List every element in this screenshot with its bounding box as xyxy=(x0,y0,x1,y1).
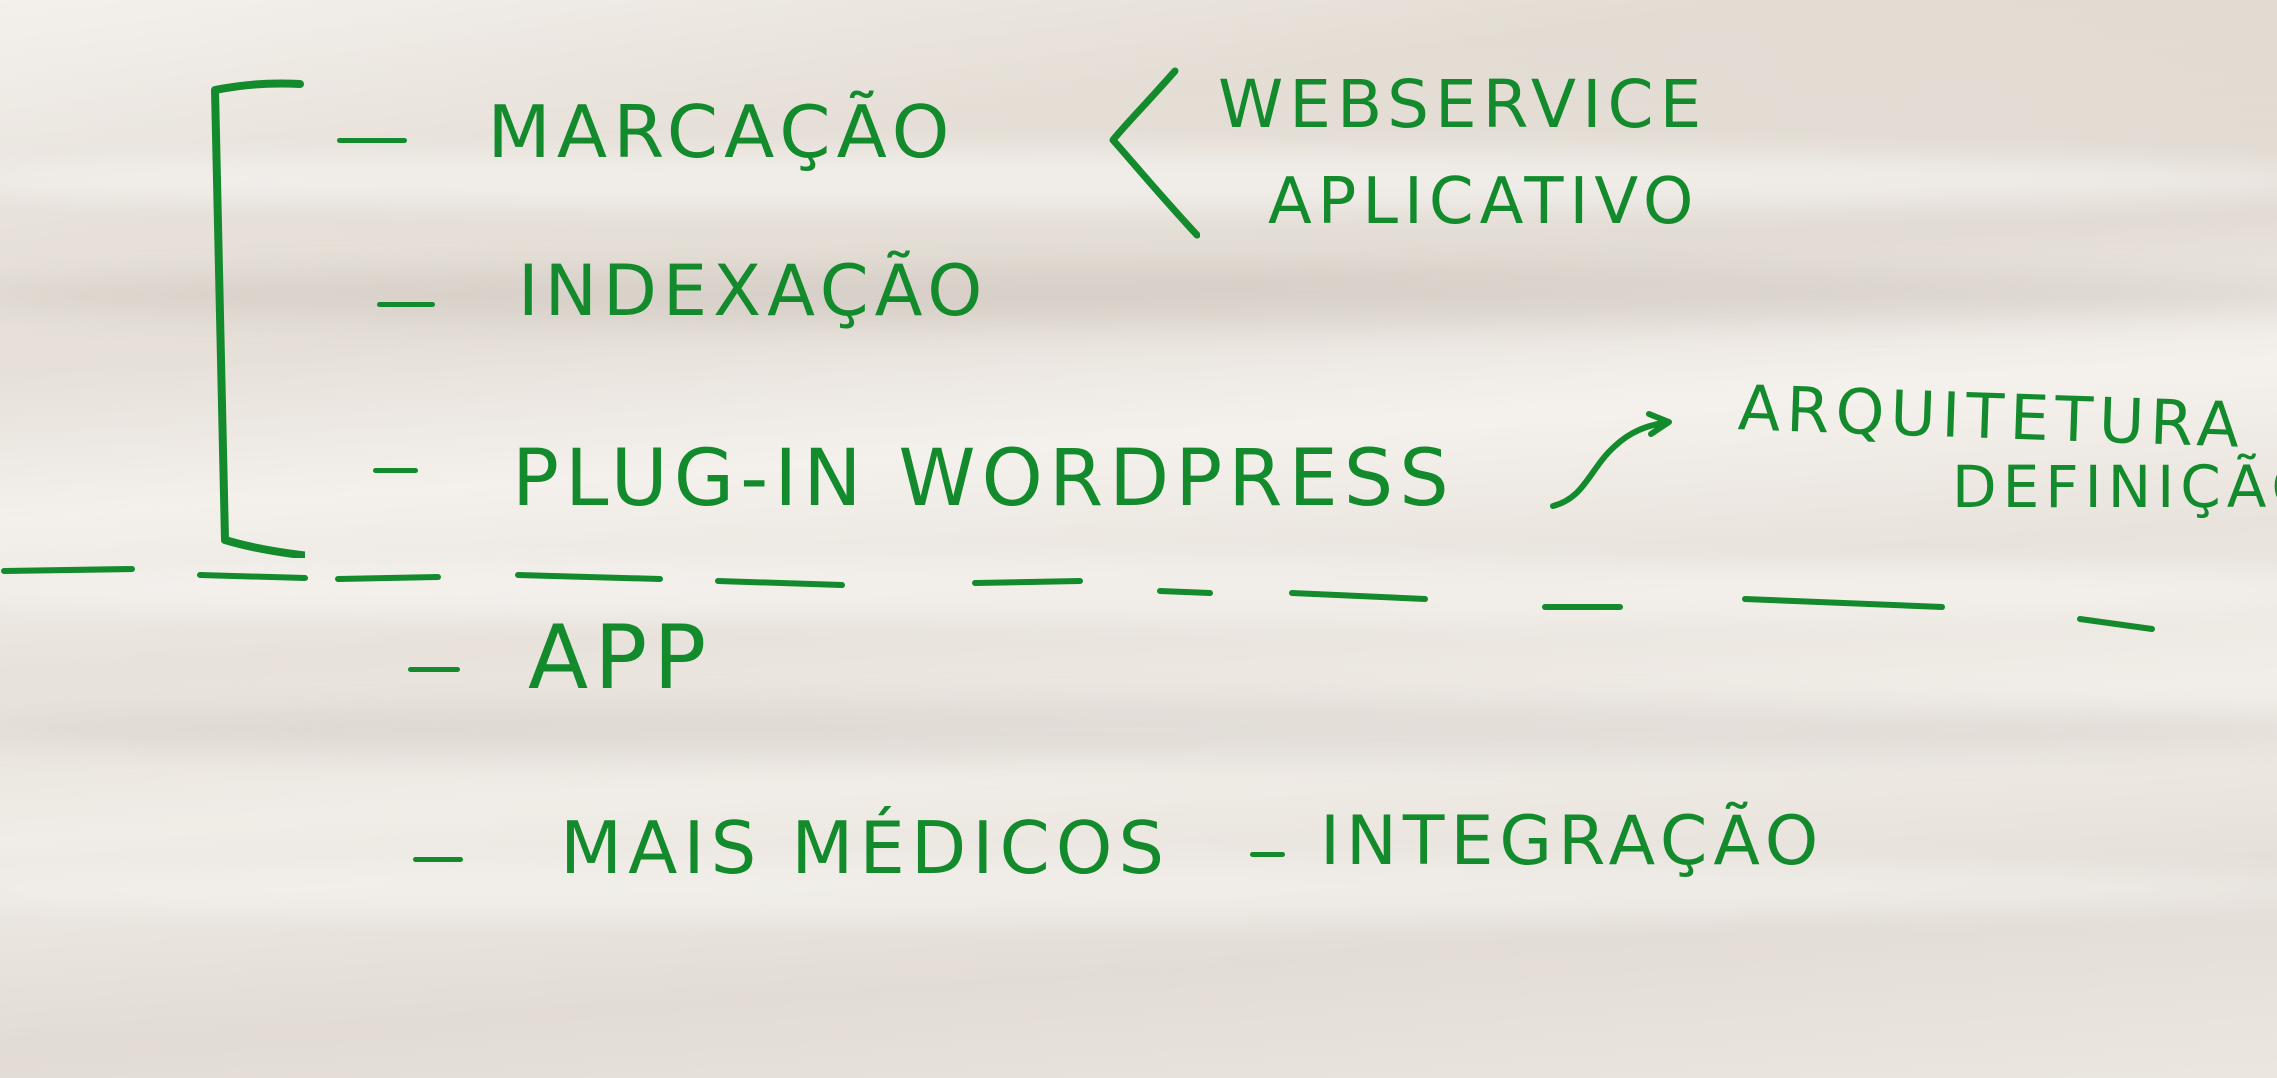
left-bracket xyxy=(211,79,305,558)
arrow-icon xyxy=(1550,411,1672,509)
item-app: APP xyxy=(528,606,713,709)
curly-brace xyxy=(1109,67,1200,239)
option-aplicativo: APLICATIVO xyxy=(1268,165,1700,239)
integration-dash xyxy=(1250,852,1285,857)
item-indexacao: INDEXAÇÃO xyxy=(518,250,989,332)
note-integracao: INTEGRAÇÃO xyxy=(1320,802,1825,881)
paper-wrinkle xyxy=(0,860,2277,920)
bullet-dash xyxy=(373,468,418,473)
item-mais-medicos: MAIS MÉDICOS xyxy=(560,806,1171,890)
bullet-dash xyxy=(337,138,407,143)
option-webservice: WEBSERVICE xyxy=(1218,66,1708,143)
paper-wrinkle xyxy=(0,265,2277,325)
bullet-dash xyxy=(413,857,463,862)
item-plugin-wordpress: PLUG-IN WORDPRESS xyxy=(512,434,1455,524)
note-definicao: DEFINIÇÃO xyxy=(1952,453,2277,521)
paper-wrinkle xyxy=(0,560,2277,620)
bullet-dash xyxy=(377,302,435,307)
note-arquitetura: ARQUITETURA xyxy=(1736,371,2247,462)
paper-wrinkle xyxy=(0,700,2277,760)
bullet-dash xyxy=(408,667,460,672)
paper-wrinkle xyxy=(0,150,2277,210)
item-marcacao: MARCAÇÃO xyxy=(487,90,956,174)
dashed-separator xyxy=(1,566,2155,632)
